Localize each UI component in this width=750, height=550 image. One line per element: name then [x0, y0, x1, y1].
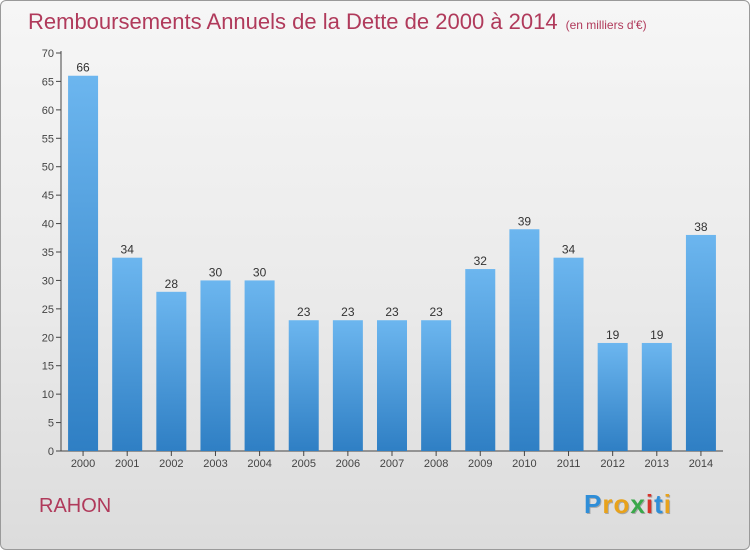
logo-letter: P: [584, 489, 603, 519]
y-tick-label: 0: [48, 446, 54, 458]
y-tick-label: 50: [42, 162, 54, 174]
bar-value-label: 66: [76, 61, 90, 75]
bar-2011[interactable]: [553, 257, 584, 451]
bar-value-label: 23: [385, 305, 399, 319]
y-tick-label: 20: [42, 332, 54, 344]
bar-2010[interactable]: [509, 229, 540, 451]
bar-2002[interactable]: [156, 291, 187, 451]
bar-2014[interactable]: [685, 234, 716, 451]
y-tick-label: 35: [42, 247, 54, 259]
bar-value-label: 23: [341, 305, 355, 319]
logo-letter: i: [663, 489, 672, 519]
bar-value-label: 34: [562, 243, 576, 257]
place-name: RAHON: [39, 495, 112, 517]
x-tick-label: 2013: [645, 458, 669, 470]
bar-value-label: 38: [694, 220, 708, 234]
bar-value-label: 39: [518, 214, 532, 228]
x-tick-label: 2014: [689, 458, 713, 470]
x-tick-label: 2011: [557, 458, 581, 470]
bar-value-label: 23: [297, 305, 311, 319]
bar-value-label: 19: [650, 328, 664, 342]
bar-value-label: 32: [474, 254, 488, 268]
y-tick-label: 60: [42, 105, 54, 117]
chart-axes: 0 5 10 15 20 25 30 35 40 45 50 55 60 65 70 2000 2001 2002…: [42, 48, 723, 470]
logo-letter: t: [654, 489, 664, 519]
chart-subtitle: (en milliers d'€): [565, 18, 647, 32]
y-tick-label: 65: [42, 76, 54, 88]
bar-2000[interactable]: [68, 75, 99, 451]
bar-value-label: 30: [253, 265, 267, 279]
bar-2006[interactable]: [332, 320, 363, 451]
y-tick-label: 15: [42, 361, 54, 373]
bar-value-label: 30: [209, 265, 223, 279]
bar-2013[interactable]: [641, 342, 672, 451]
bar-2009[interactable]: [465, 269, 496, 451]
x-tick-label: 2000: [71, 458, 95, 470]
bar-2012[interactable]: [597, 342, 628, 451]
x-tick-label: 2006: [336, 458, 360, 470]
y-tick-label: 25: [42, 304, 54, 316]
x-tick-label: 2001: [115, 458, 139, 470]
bar-2004[interactable]: [244, 280, 275, 451]
y-tick-label: 40: [42, 219, 54, 231]
logo-letter: o: [613, 489, 631, 519]
bar-2007[interactable]: [377, 320, 407, 451]
x-tick-label: 2012: [600, 458, 624, 470]
bar-2001[interactable]: [112, 257, 143, 451]
x-tick-label: 2003: [203, 458, 227, 470]
y-tick-label: 55: [42, 133, 54, 145]
bar-2003[interactable]: [200, 280, 231, 451]
bar-value-label: 23: [429, 305, 443, 319]
x-tick-label: 2002: [159, 458, 183, 470]
y-tick-label: 30: [42, 275, 54, 287]
x-tick-label: 2010: [512, 458, 536, 470]
logo-letter: i: [645, 489, 655, 519]
logo-letter: x: [630, 489, 646, 519]
chart-bars: 66 34 28 30 30 23 23 23 23 32 39 34 19 19 38: [68, 61, 716, 451]
y-tick-label: 10: [42, 389, 54, 401]
bar-2005[interactable]: [288, 320, 319, 451]
bar-2008[interactable]: [421, 320, 452, 451]
proxiti-logo[interactable]: Proxiti: [584, 489, 672, 520]
y-tick-label: 5: [48, 418, 54, 430]
logo-letter: r: [602, 489, 614, 519]
bar-value-label: 19: [606, 328, 620, 342]
bar-value-label: 34: [121, 243, 135, 257]
x-tick-label: 2005: [291, 458, 315, 470]
y-tick-label: 45: [42, 190, 54, 202]
x-tick-label: 2008: [424, 458, 448, 470]
y-tick-label: 70: [42, 48, 54, 60]
x-tick-label: 2004: [247, 458, 271, 470]
bar-value-label: 28: [165, 277, 179, 291]
chart-title: Remboursements Annuels de la Dette de 20…: [28, 9, 647, 34]
x-tick-label: 2007: [380, 458, 404, 470]
x-tick-label: 2009: [468, 458, 492, 470]
